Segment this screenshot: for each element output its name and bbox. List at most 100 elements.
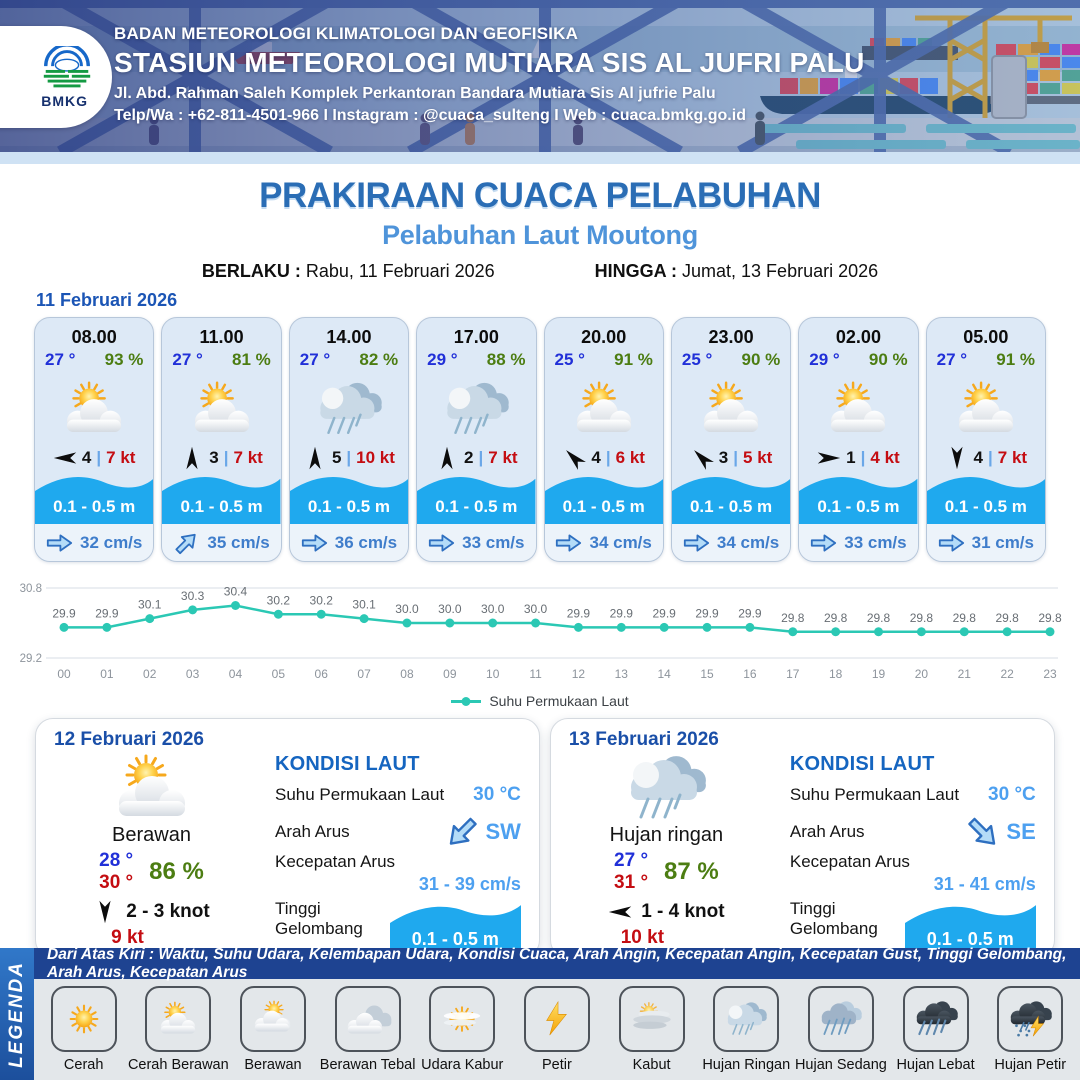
card-current-speed: 36 cm/s [334,532,398,552]
svg-text:10: 10 [486,667,500,681]
card-wind-force: 3 [209,448,219,468]
forecast-card: 08.00 27 ° 93 % 4 | 7 kt 0.1 - 0.5 m [34,317,155,562]
card-time: 08.00 [71,327,117,347]
card-temperature: 27 ° [936,350,968,369]
page-title: PRAKIRAAN CUACA PELABUHAN [259,176,821,215]
card-temperature: 29 ° [809,350,840,369]
card-humidity: 82 % [359,350,399,369]
svg-text:03: 03 [186,667,200,681]
wave-shape [417,476,536,525]
svg-text:02: 02 [143,667,157,681]
card-wave-band: 0.1 - 0.5 m [926,470,1045,525]
svg-text:00: 00 [57,667,71,681]
card-separator: | [733,448,739,468]
station-name: STASIUN METEOROLOGI MUTIARA SIS AL JUFRI… [114,47,865,78]
svg-text:29.8: 29.8 [781,611,805,625]
sst-label: Suhu Permukaan Laut [275,785,445,804]
svg-text:01: 01 [100,667,114,681]
valid-until-value: Jumat, 13 Februari 2026 [682,261,879,281]
wind-direction-arrow-icon [440,446,454,470]
svg-text:07: 07 [357,667,371,681]
card-wind-speed: 7 kt [233,448,263,468]
sst-chart-svg: 30.8 29.2 29.9 00 29.9 01 30.1 02 30.3 03 30.4 04 30… [20,583,1062,681]
chart-legend: Suhu Permukaan Laut [0,690,1080,712]
legend-icon-box [902,986,969,1052]
card-humidity: 90 % [741,350,781,369]
card-wave-band: 0.1 - 0.5 m [289,470,409,525]
card-humidity: 93 % [104,350,144,369]
card-weather-icon [672,370,790,447]
card-separator: | [478,448,484,468]
card-wind-speed: 10 kt [356,448,395,468]
legend-side-label: LEGENDA [6,960,27,1068]
forecast-card: 17.00 29 ° 88 % 2 | 7 kt 0.1 - 0.5 m [416,317,537,562]
day-date: 12 Februari 2026 [54,729,204,750]
legend-weather-icon [342,999,394,1039]
svg-text:29.9: 29.9 [738,606,762,620]
card-wind-force: 4 [591,448,601,468]
day-wind-range: 1 - 4 knot [641,900,725,922]
current-dir-label: Arah Arus [275,822,350,841]
legend-weather-icon [58,999,110,1039]
legend-item: Udara Kabur [417,986,507,1073]
card-wind-speed: 7 kt [997,448,1028,468]
card-wave-band: 0.1 - 0.5 m [544,470,663,525]
legend-item: Petir [512,986,602,1073]
card-weather-icon [799,370,917,447]
legend-item: Hujan Lebat [891,986,981,1073]
svg-text:11: 11 [529,667,542,681]
card-current-speed: 34 cm/s [716,532,780,552]
svg-text:29.9: 29.9 [695,606,719,620]
valid-until-label: HINGGA : [594,261,677,281]
card-wind-row: 3 | 5 kt [672,447,790,470]
svg-text:29.8: 29.8 [824,611,848,625]
wind-direction-arrow-icon [817,451,841,465]
card-current-row: 36 cm/s [289,524,409,561]
svg-text:30.1: 30.1 [138,598,162,612]
card-weather-icon [927,370,1045,447]
legend-icon-box [618,986,685,1052]
card-wave-height: 0.1 - 0.5 m [689,497,773,517]
port-illustration [0,0,1080,152]
wave-shape [162,476,281,525]
card-time: 14.00 [326,327,372,347]
legend-item: Hujan Petir [985,986,1075,1073]
svg-text:30.0: 30.0 [395,602,419,616]
svg-text:09: 09 [443,667,457,681]
header-banner: BMKG BADAN METEOROLOGI KLIMATOLOGI DAN G… [0,0,1080,152]
card-current-row: 33 cm/s [799,524,918,561]
valid-from-value: Rabu, 11 Februari 2026 [305,261,495,281]
legend-weather-icon [1004,999,1056,1039]
card-wave-height: 0.1 - 0.5 m [53,497,136,517]
card-wind-row: 4 | 6 kt [545,447,663,470]
legend-weather-icon [152,999,204,1039]
card-current-speed: 35 cm/s [207,532,270,552]
svg-text:05: 05 [272,667,286,681]
wind-direction-arrow-icon [950,446,964,470]
card-wave-band: 0.1 - 0.5 m [162,470,281,525]
card-wind-force: 4 [81,448,92,468]
card-current-speed: 31 cm/s [971,532,1034,552]
legend-icon-box [523,986,590,1052]
svg-text:18: 18 [829,667,843,681]
day-weather-summary: Berawan 28 ° 30 ° 86 % 2 - 3 knot 9 kt [54,753,249,957]
svg-text:08: 08 [400,667,414,681]
legend-item-label: Cerah Berawan [127,1057,229,1073]
card-weather-icon [545,370,663,447]
validity-row: BERLAKU : Rabu, 11 Februari 2026 HINGGA … [0,261,1080,282]
svg-text:30.1: 30.1 [352,598,376,612]
legend-item-label: Hujan Lebat [896,1057,975,1073]
sea-wave-box: 0.1 - 0.5 m [904,901,1036,957]
bmkg-emblem-icon [43,45,91,87]
svg-text:30.3: 30.3 [181,589,205,603]
legend-icon-box [997,986,1064,1052]
card-temp-humidity-row: 29 ° 88 % [417,348,535,370]
day-wind-arrow-icon [608,905,632,919]
card-current-row: 34 cm/s [671,524,791,561]
svg-text:15: 15 [700,667,714,681]
legend-icon-box [50,986,117,1052]
svg-text:14: 14 [657,667,671,681]
sea-current-speed: 31 - 41 cm/s [933,874,1036,894]
sst-value: 30 °C [473,784,521,805]
legend-icon-box [429,986,496,1052]
